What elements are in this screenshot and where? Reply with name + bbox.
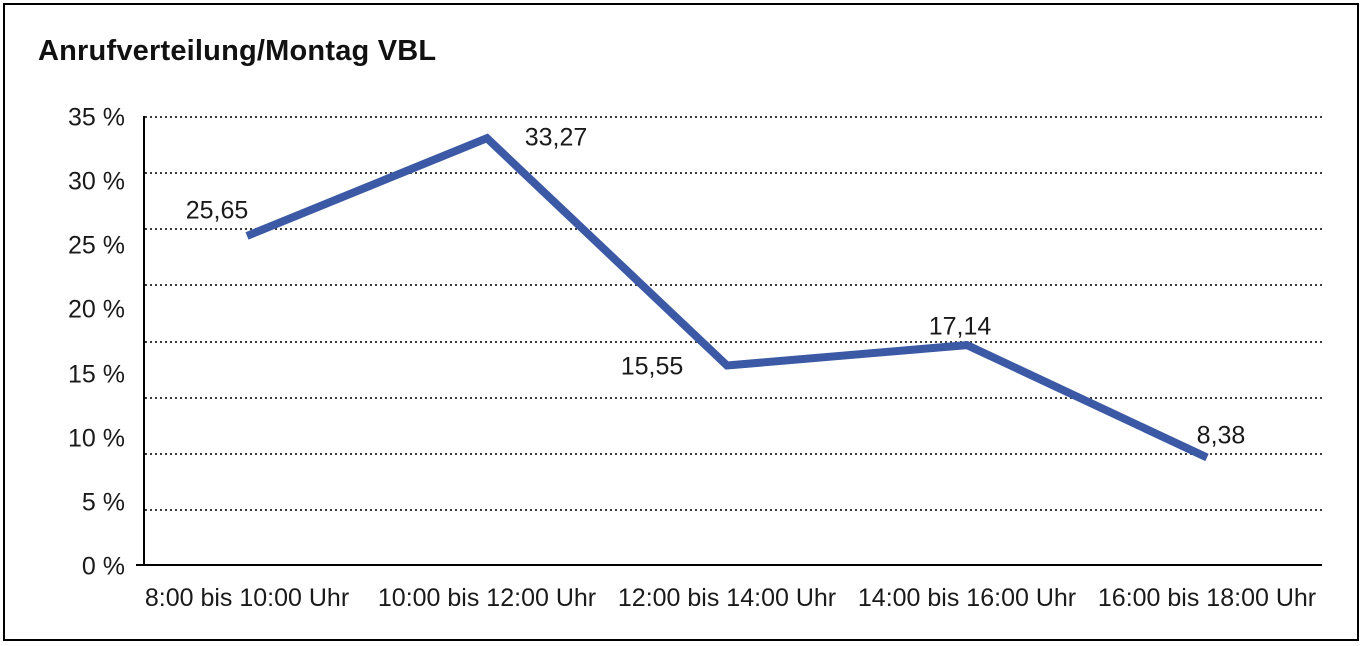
- x-category-label: 8:00 bis 10:00 Uhr: [144, 584, 350, 612]
- y-tick-label: 5 %: [81, 488, 125, 517]
- y-tick-label: 35 %: [68, 103, 125, 132]
- value-label: 33,27: [524, 123, 588, 152]
- value-label: 15,55: [620, 352, 684, 381]
- gridline: [145, 396, 1322, 399]
- value-label: 25,65: [185, 196, 249, 225]
- y-axis-line: [143, 116, 145, 566]
- y-tick-label: 20 %: [68, 295, 125, 324]
- chart-title: Anrufverteilung/Montag VBL: [38, 35, 437, 67]
- x-axis-line: [136, 564, 1322, 566]
- x-category-label: 12:00 bis 14:00 Uhr: [617, 584, 837, 612]
- gridline: [145, 228, 1322, 231]
- y-tick-label: 10 %: [68, 424, 125, 453]
- value-label: 17,14: [928, 312, 992, 341]
- y-tick-label: 30 %: [68, 167, 125, 196]
- y-tick-label: 15 %: [68, 360, 125, 389]
- gridline: [145, 340, 1322, 343]
- x-category-label: 10:00 bis 12:00 Uhr: [377, 584, 597, 612]
- gridline: [145, 284, 1322, 287]
- gridline: [145, 452, 1322, 455]
- gridline: [145, 172, 1322, 175]
- x-category-label: 14:00 bis 16:00 Uhr: [857, 584, 1077, 612]
- x-category-label: 16:00 bis 18:00 Uhr: [1097, 584, 1317, 612]
- gridline: [145, 116, 1322, 118]
- gridline: [145, 508, 1322, 511]
- y-tick-label: 0 %: [81, 552, 125, 581]
- data-series-line: [245, 133, 1209, 462]
- value-label: 8,38: [1196, 421, 1246, 450]
- y-tick-label: 25 %: [68, 231, 125, 260]
